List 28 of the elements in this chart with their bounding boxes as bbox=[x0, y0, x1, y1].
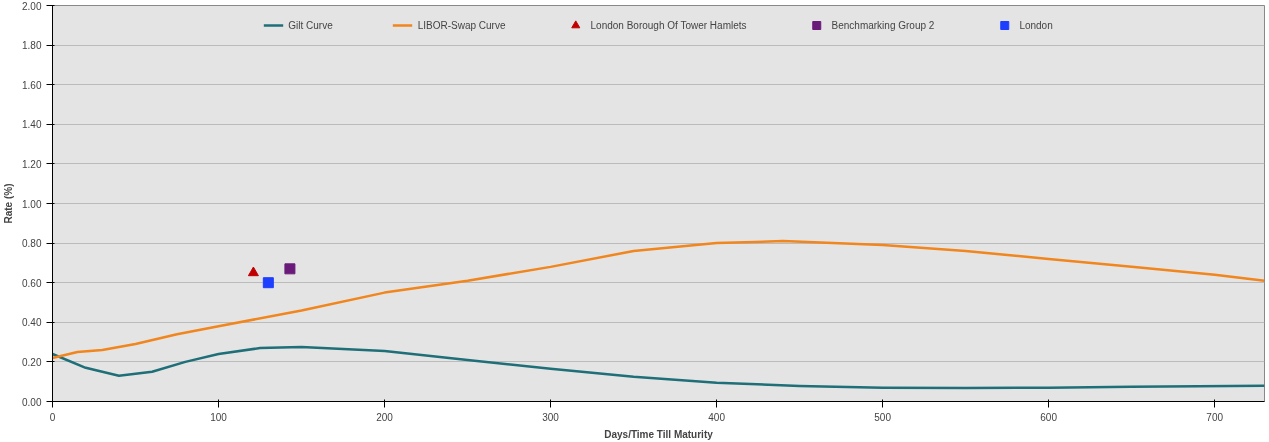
x-tick-label: 300 bbox=[542, 411, 560, 423]
y-tick-label: 0.60 bbox=[22, 277, 42, 289]
y-tick-label: 1.80 bbox=[22, 40, 42, 52]
y-tick-label: 1.20 bbox=[22, 158, 42, 170]
y-tick-label: 1.60 bbox=[22, 79, 42, 91]
x-tick-label: 200 bbox=[376, 411, 394, 423]
y-axis-title: Rate (%) bbox=[3, 183, 15, 224]
line-series bbox=[52, 239, 1265, 360]
y-tick-label: 2.00 bbox=[22, 0, 42, 12]
x-axis-title: Days/Time Till Maturity bbox=[604, 428, 714, 440]
x-tick-label: 600 bbox=[1040, 411, 1058, 423]
y-tick-label: 0.20 bbox=[22, 356, 42, 368]
x-tick-label: 400 bbox=[708, 411, 726, 423]
y-tick-label: 1.40 bbox=[22, 119, 42, 131]
y-tick-label: 0.00 bbox=[22, 396, 42, 408]
x-tick-label: 500 bbox=[874, 411, 892, 423]
legend-label: London bbox=[1019, 19, 1053, 31]
y-tick-label: 0.80 bbox=[22, 238, 42, 250]
line-series bbox=[52, 345, 1265, 390]
legend-label: LIBOR-Swap Curve bbox=[417, 19, 506, 31]
x-tick-label: 0 bbox=[49, 411, 56, 423]
legend-label: Benchmarking Group 2 bbox=[831, 19, 935, 31]
legend-label: London Borough Of Tower Hamlets bbox=[590, 19, 747, 31]
y-tick-label: 0.40 bbox=[22, 317, 42, 329]
x-tick-label: 700 bbox=[1206, 411, 1224, 423]
x-tick-label: 100 bbox=[210, 411, 228, 423]
legend-label: Gilt Curve bbox=[288, 19, 333, 31]
y-tick-label: 1.00 bbox=[22, 198, 42, 210]
